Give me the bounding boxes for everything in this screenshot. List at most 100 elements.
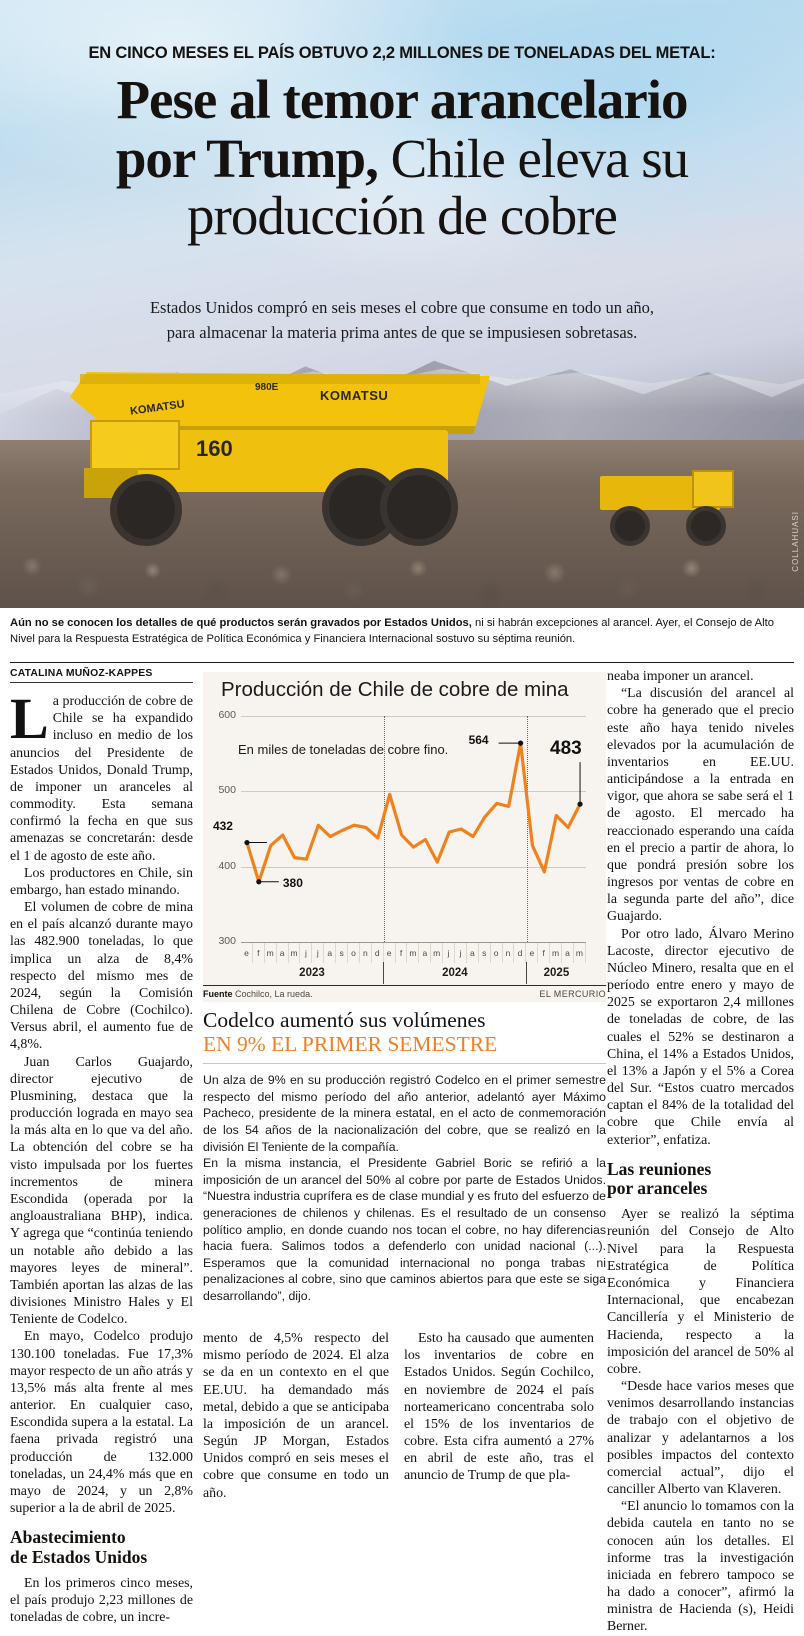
paragraph: mento de 4,5% respecto del mismo período… — [203, 1330, 389, 1502]
chart-month-tick: m — [431, 943, 444, 963]
chart-publisher: EL MERCURIO — [539, 989, 606, 999]
chart-source-row: Fuente Cochilco, La rueda. EL MERCURIO — [203, 985, 606, 999]
chart-month-tick: d — [514, 943, 527, 963]
truck-brand-label: KOMATSU — [320, 388, 389, 403]
chart-y-tick-label: 500 — [218, 784, 236, 797]
chart-month-tick: e — [241, 943, 253, 963]
chart-month-tick: a — [324, 943, 337, 963]
chart-y-tick-label: 300 — [218, 935, 236, 947]
chart-year-separator — [526, 716, 529, 942]
column-3-body: Esto ha causado que aumenten los inventa… — [404, 1330, 594, 1485]
paragraph-text: Juan Carlos Guajardo, director ejecutivo… — [10, 1054, 193, 1328]
chart-month-tick: s — [336, 943, 349, 963]
article-column-3: Esto ha causado que aumenten los inventa… — [404, 1330, 594, 1485]
secondary-title-line-1: Codelco aumentó sus volúmenes — [203, 1008, 486, 1032]
caption-lead: Aún no se conocen los detalles de qué pr… — [10, 617, 472, 629]
photo-credit: COLLAHUASI — [791, 511, 800, 572]
chart-month-tick: n — [360, 943, 372, 963]
secondary-truck — [600, 470, 740, 550]
secondary-divider — [203, 1063, 606, 1065]
paragraph-text: Esto ha causado que aumenten los inventa… — [404, 1331, 594, 1484]
chart-y-tick-label: 400 — [218, 859, 236, 872]
chart-data-label: 380 — [282, 875, 303, 890]
chart-year-label: 2025 — [543, 967, 570, 979]
chart-data-label: 483 — [550, 738, 582, 760]
truck-model-label: 980E — [255, 382, 279, 393]
chart-month-tick: j — [312, 943, 325, 963]
chart-month-tick: s — [479, 943, 491, 963]
page-title: Pese al temor arancelario por Trump, Chi… — [36, 72, 768, 243]
column-2-body: mento de 4,5% respecto del mismo período… — [203, 1330, 389, 1502]
deck: Estados Unidos compró en seis meses el c… — [80, 296, 724, 346]
subhead-abastecimiento: Abastecimiento de Estados Unidos — [10, 1527, 148, 1567]
paragraph: neaba imponer un arancel. — [607, 668, 794, 685]
chart-line-series — [244, 740, 583, 885]
chart-source-label: Fuente — [203, 989, 233, 999]
paragraph: “La discusión del arancel al cobre ha ge… — [607, 685, 794, 925]
chart-gridline — [241, 791, 586, 793]
paragraph-text: a producción de cobre de Chile se ha exp… — [10, 694, 193, 864]
chart-month-tick: m — [574, 943, 586, 963]
chart-month-tick: f — [396, 943, 408, 963]
chart-year-separator — [383, 716, 386, 942]
chart-month-tick: o — [491, 943, 503, 963]
deck-line-2: para almacenar la materia prima antes de… — [166, 322, 638, 342]
chart-month-tick: e — [526, 943, 539, 963]
chart-x-axis-years: 2023 2024 2025 — [241, 962, 586, 984]
paragraph: Los productores en Chile, sin embargo, h… — [10, 865, 193, 899]
chart-panel: Producción de Chile de cobre de mina En … — [203, 672, 606, 1002]
article-column-2: mento de 4,5% respecto del mismo período… — [203, 1330, 389, 1502]
paragraph: “Desde hace varios meses que venimos des… — [607, 1378, 794, 1498]
secondary-truck-wheel-front — [610, 506, 650, 546]
chart-month-tick: j — [300, 943, 313, 963]
caption-divider — [10, 662, 794, 663]
paragraph: “El anuncio lo tomamos con la debida cau… — [607, 1498, 794, 1635]
secondary-body: Un alza de 9% en su producción registró … — [203, 1072, 606, 1304]
chart-month-tick: d — [372, 943, 384, 963]
column-4-body-tail: Ayer se realizó la séptima reunión del C… — [607, 1206, 794, 1635]
chart-year-label: 2023 — [241, 962, 384, 984]
paragraph-text: En los primeros cinco meses, el país pro… — [10, 1575, 193, 1626]
headline-line-2: por Trump, Chile eleva su — [36, 131, 768, 186]
deck-line-1: Estados Unidos compró en seis meses el c… — [149, 298, 655, 317]
paragraph: Ayer se realizó la séptima reunión del C… — [607, 1206, 794, 1378]
headline-line-1: Pese al temor arancelario — [116, 69, 688, 130]
paragraph: En los primeros cinco meses, el país pro… — [10, 1575, 193, 1627]
chart-data-label: 564 — [468, 733, 489, 748]
chart-month-tick: f — [538, 943, 551, 963]
subhead-reuniones: Las reuniones por aranceles — [607, 1158, 712, 1199]
paragraph-text: “Desde hace varios meses que venimos des… — [607, 1379, 794, 1498]
column-1-body-tail: En los primeros cinco meses, el país pro… — [10, 1575, 193, 1627]
chart-source-value: Cochilco, La rueda. — [235, 989, 313, 999]
chart-month-tick: o — [348, 943, 360, 963]
chart-gridline — [241, 866, 586, 868]
chart-month-tick: j — [455, 943, 467, 963]
truck-wheel-rear-b — [380, 468, 458, 546]
caption-rest: ni si habrán excepciones al arancel. Aye… — [10, 617, 774, 645]
paragraph: En mayo, Codelco produjo 130.100 tonelad… — [10, 1328, 193, 1517]
chart-title: Producción de Chile de cobre de mina — [221, 678, 569, 701]
truck-cab — [90, 420, 180, 470]
chart-month-tick: m — [407, 943, 420, 963]
haul-truck: KOMATSU 980E KOMATSU 160 — [70, 372, 500, 552]
paragraph: En la misma instancia, el Presidente Gab… — [203, 1155, 606, 1304]
paragraph-text: neaba imponer un arancel. — [607, 669, 754, 684]
secondary-title-line-2: EN 9% EL PRIMER SEMESTRE — [203, 1032, 498, 1057]
chart-data-label: 432 — [212, 818, 233, 833]
secondary-story: Codelco aumentó sus volúmenes EN 9% EL P… — [203, 1008, 606, 1304]
paragraph-text: Por otro lado, Álvaro Merino Lacoste, di… — [607, 926, 794, 1148]
headline-line-2-rest: Chile eleva su — [377, 128, 690, 189]
paragraph-text: En la misma instancia, el Presidente Gab… — [203, 1156, 606, 1303]
chart-month-tick: m — [550, 943, 563, 963]
chart-month-tick: a — [562, 943, 574, 963]
chart-plot-area: 300 400 500 600 432 380 564 483 — [213, 709, 586, 947]
paragraph: Juan Carlos Guajardo, director ejecutivo… — [10, 1054, 193, 1329]
truck-wheel-front — [110, 474, 182, 546]
drop-cap: L — [10, 686, 49, 751]
kicker: EN CINCO MESES EL PAÍS OBTUVO 2,2 MILLON… — [88, 44, 716, 62]
headline-line-3: producción de cobre — [187, 185, 618, 246]
paragraph: Por otro lado, Álvaro Merino Lacoste, di… — [607, 926, 794, 1149]
